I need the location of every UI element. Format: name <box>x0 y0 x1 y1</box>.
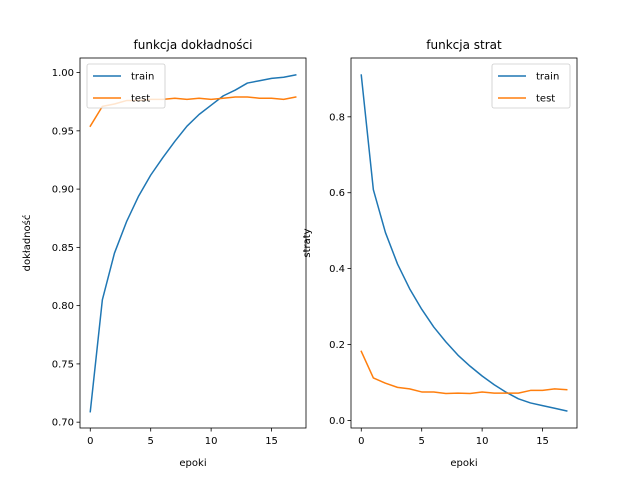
chart-1: 0 5 10 15 0.70 0.75 0.80 0.85 0.90 0.95 1.00 funkcj… <box>21 38 307 469</box>
x-tick-label: 10 <box>205 436 218 447</box>
y-tick-label: 0.85 <box>52 243 74 254</box>
x-tick-label: 15 <box>536 436 549 447</box>
legend-box <box>86 63 166 109</box>
series-line-train <box>360 74 568 412</box>
x-tick-label: 5 <box>419 436 425 447</box>
x-tick-label: 0 <box>87 436 93 447</box>
legend-label-test: test <box>536 94 555 105</box>
legend: train test <box>86 63 166 109</box>
legend-label-test: test <box>131 94 150 105</box>
legend: train test <box>491 63 571 109</box>
x-tick-label: 15 <box>265 436 278 447</box>
chart-title: funkcja dokładności <box>134 38 253 52</box>
y-tick-label: 0.70 <box>52 418 74 429</box>
chart-title: funkcja strat <box>426 38 502 52</box>
y-tick-label: 0.8 <box>329 112 345 123</box>
x-tick-label: 0 <box>358 436 364 447</box>
legend-label-train: train <box>131 72 154 83</box>
y-tick-label: 0.2 <box>329 340 345 351</box>
y-tick-label: 0.95 <box>52 126 74 137</box>
series-line-test <box>360 350 568 395</box>
y-axis-label: dokładność <box>21 215 33 272</box>
y-tick-label: 0.0 <box>329 416 345 427</box>
axes-frame <box>350 57 578 429</box>
x-tick-label: 5 <box>148 436 154 447</box>
x-tick-label: 10 <box>476 436 489 447</box>
y-tick-label: 0.4 <box>329 264 345 275</box>
y-tick-label: 0.90 <box>52 185 74 196</box>
y-tick-label: 0.80 <box>52 301 74 312</box>
legend-box <box>491 63 571 109</box>
y-tick-label: 0.6 <box>329 188 345 199</box>
axes-frame <box>79 57 307 429</box>
chart-2: 0 5 10 15 0.0 0.2 0.4 0.6 0.8 funkcja strat epoki s… <box>302 38 578 469</box>
y-tick-label: 0.75 <box>52 359 74 370</box>
x-axis-label: epoki <box>179 458 206 469</box>
y-tick-label: 1.00 <box>52 68 74 79</box>
x-axis-label: epoki <box>450 458 477 469</box>
y-axis-label: straty <box>302 228 313 257</box>
series-line-train <box>89 74 297 413</box>
legend-label-train: train <box>536 72 559 83</box>
